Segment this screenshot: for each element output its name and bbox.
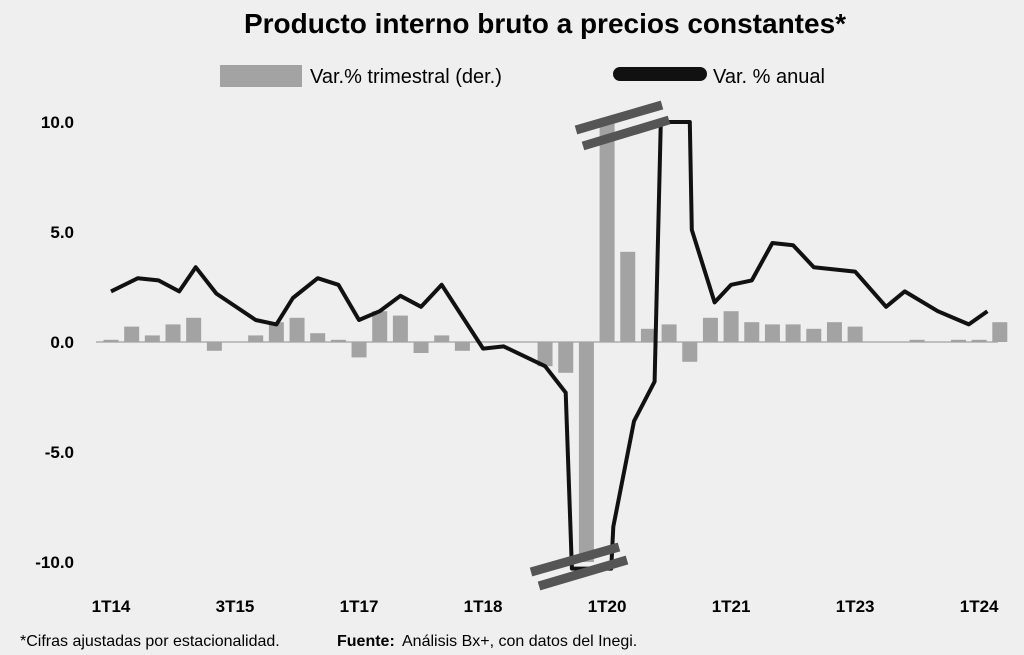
- quarterly-bar: [723, 311, 739, 342]
- quarterly-bar: [454, 342, 470, 351]
- quarterly-bar: [806, 328, 822, 342]
- quarterly-bar: [372, 311, 388, 342]
- annual-line: [110, 120, 989, 571]
- y-tick-label: -10.0: [35, 553, 74, 572]
- quarterly-bar: [413, 342, 429, 353]
- quarterly-bar: [392, 315, 408, 342]
- quarterly-bar: [702, 317, 718, 342]
- quarterly-bar: [682, 342, 698, 362]
- x-tick-label: 1T17: [340, 597, 379, 616]
- quarterly-bar: [909, 339, 925, 342]
- quarterly-bar: [785, 324, 801, 342]
- quarterly-bar: [744, 322, 760, 342]
- quarterly-bar: [558, 342, 574, 373]
- quarterly-bar: [206, 342, 222, 351]
- axis-break-bottom: [529, 542, 629, 591]
- quarterly-bar: [764, 324, 780, 342]
- quarterly-bar: [165, 324, 181, 342]
- quarterly-bar: [950, 339, 966, 342]
- x-axis: 1T14 3T15 1T17 1T18 1T20 1T21 1T23 1T24: [92, 597, 999, 616]
- axis-break-top: [574, 100, 671, 151]
- y-tick-label: 5.0: [50, 223, 74, 242]
- x-tick-label: 1T23: [836, 597, 875, 616]
- y-tick-label: 10.0: [41, 113, 74, 132]
- legend-bars-label: Var.% trimestral (der.): [310, 66, 502, 88]
- quarterly-bar: [351, 342, 367, 358]
- quarterly-bar: [847, 326, 863, 342]
- y-tick-label: 0.0: [50, 333, 74, 352]
- quarterly-bar: [434, 335, 450, 342]
- x-tick-label: 1T21: [712, 597, 751, 616]
- x-tick-label: 3T15: [216, 597, 255, 616]
- quarterly-bar: [578, 342, 594, 562]
- quarterly-bar: [186, 317, 202, 342]
- quarterly-bar: [248, 335, 264, 342]
- quarterly-bar: [971, 339, 987, 342]
- footnote-source-label: Fuente:: [337, 633, 395, 650]
- quarterly-bar: [124, 326, 140, 342]
- quarterly-bar: [289, 317, 305, 342]
- quarterly-bars: [103, 122, 1008, 562]
- y-axis: 10.0 5.0 0.0 -5.0 -10.0: [35, 113, 74, 572]
- quarterly-bar: [661, 324, 677, 342]
- x-tick-label: 1T20: [588, 597, 627, 616]
- x-tick-label: 1T14: [92, 597, 131, 616]
- quarterly-bar: [268, 322, 284, 342]
- quarterly-bar: [310, 333, 326, 342]
- quarterly-bar: [103, 339, 119, 342]
- footnote-note: *Cifras ajustadas por estacionalidad.: [20, 633, 280, 650]
- footnote-source-text: Análisis Bx+, con datos del Inegi.: [402, 633, 637, 650]
- quarterly-bar: [992, 322, 1008, 342]
- x-tick-label: 1T18: [464, 597, 503, 616]
- legend-line-label: Var. % anual: [713, 66, 825, 88]
- y-tick-label: -5.0: [45, 443, 74, 462]
- quarterly-bar: [826, 322, 842, 342]
- quarterly-bar: [620, 251, 636, 342]
- quarterly-bar: [537, 342, 553, 367]
- quarterly-bar: [640, 328, 656, 342]
- quarterly-bar: [144, 335, 160, 342]
- quarterly-bar: [599, 122, 615, 342]
- legend-bars-swatch: [220, 65, 302, 87]
- x-tick-label: 1T24: [960, 597, 999, 616]
- chart-title: Producto interno bruto a precios constan…: [244, 8, 846, 39]
- quarterly-bar: [330, 339, 346, 342]
